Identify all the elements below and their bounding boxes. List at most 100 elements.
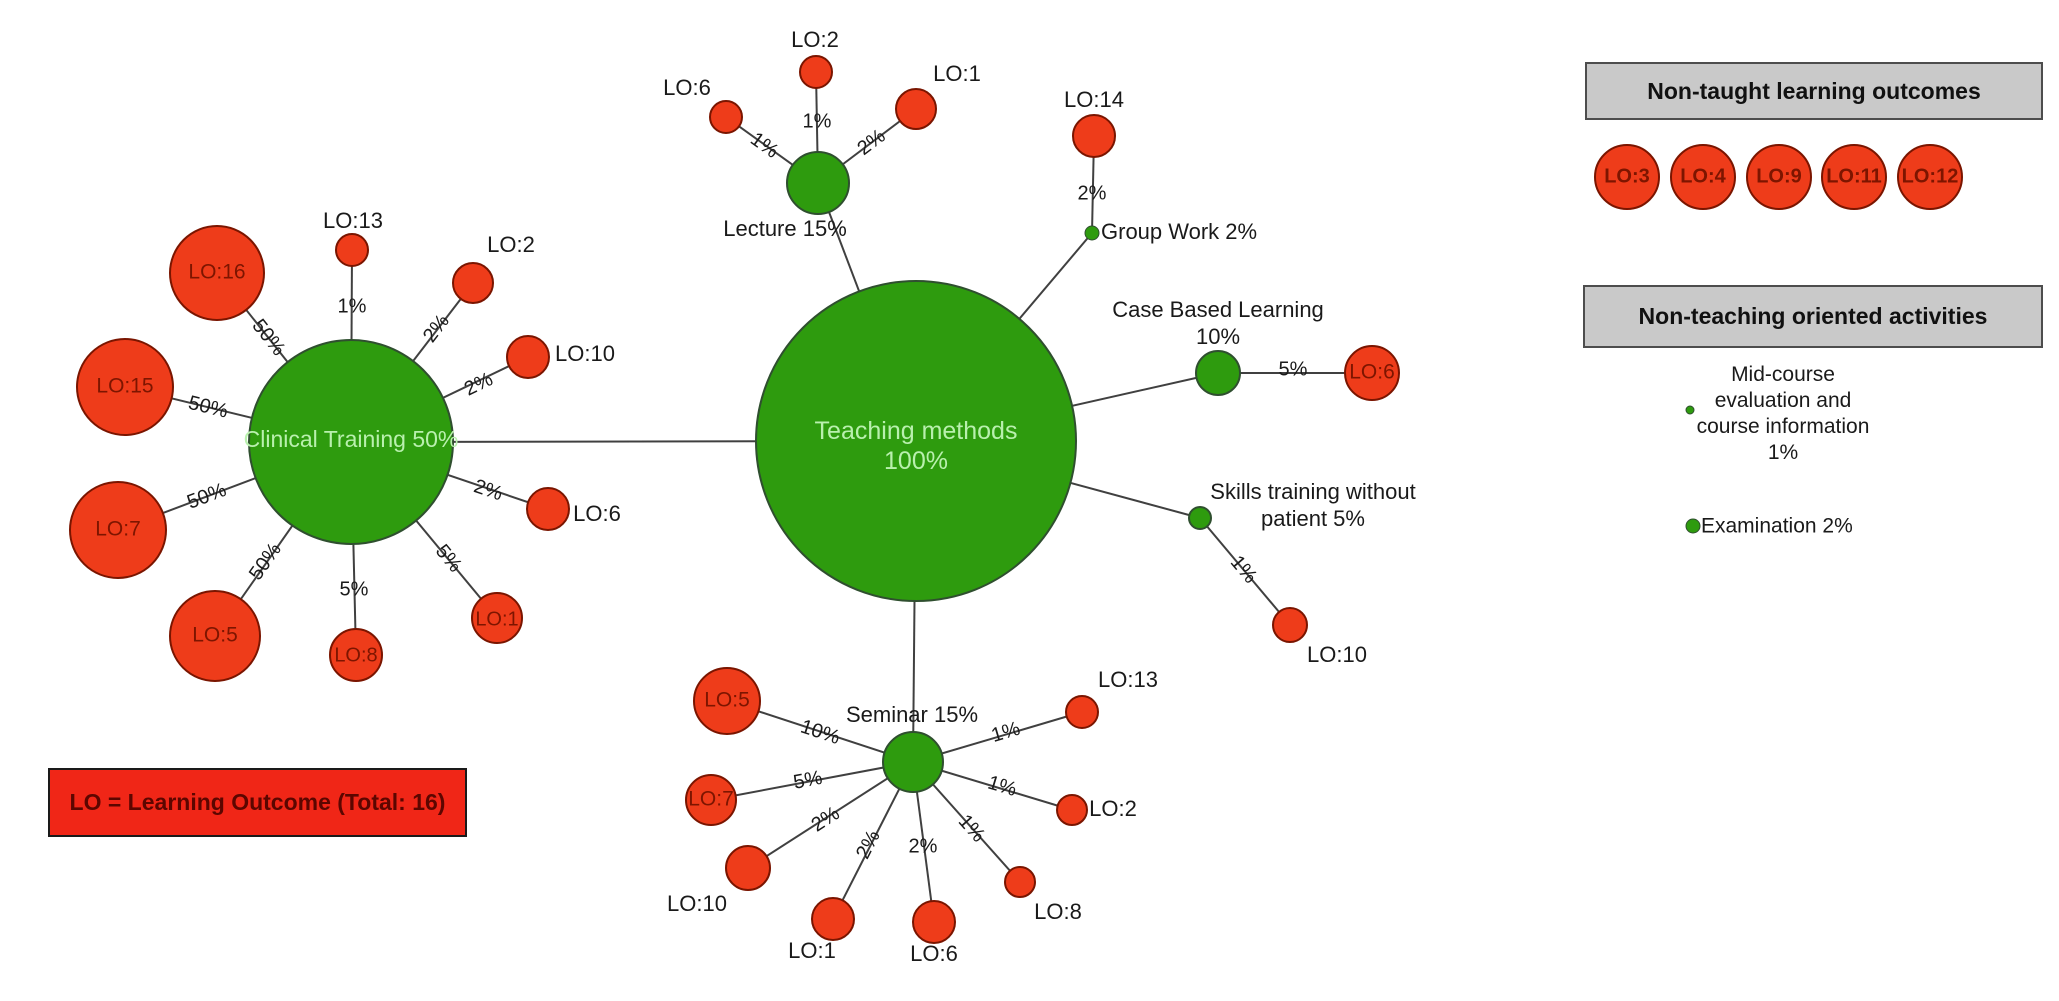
node-sem-lo10 [725,845,771,891]
label-clin-lo1: LO:1 [475,608,518,630]
edge-label-clinical-lo13: 1% [338,295,367,317]
edge-label-seminar-lo13: 1% [989,718,1023,747]
edge-seminar-lo7 [710,761,914,801]
edge-label-groupwork-lo14: 2% [1078,182,1107,204]
label-sem-lo5: LO:5 [704,689,750,712]
legend-non-taught-header: Non-taught learning outcomes [1585,62,2043,120]
label-lecture: Lecture 15% [723,216,847,241]
node-skills-training [1188,506,1212,530]
edge-label-skills-lo10-edge: 1% [1226,551,1262,587]
edge-label-clinical-lo15: 50% [186,392,230,423]
node-clin-lo2 [452,262,494,304]
node-midcourse-dot [1685,405,1695,415]
edge-label-clinical-lo6: 2% [471,475,506,505]
label-clin-lo16: LO:16 [188,261,245,284]
node-clin-lo13 [335,233,369,267]
node-sem-lo2 [1056,794,1088,826]
label-sem-lo13: LO:13 [1098,667,1158,692]
label-clinical-training: Clinical Training 50% [244,426,459,452]
label-clin-lo10: LO:10 [555,341,615,366]
label-clin-lo15: LO:15 [96,375,153,398]
label-gw-lo14: LO:14 [1064,87,1124,112]
label-sem-lo1: LO:1 [788,938,836,963]
edge-label-seminar-lo2: 1% [985,772,1019,801]
node-nt-lo9 [1746,144,1812,210]
node-nt-lo12 [1897,144,1963,210]
node-sem-lo13 [1065,695,1099,729]
label-sem-lo10: LO:10 [667,891,727,916]
node-sem-lo5 [693,667,761,735]
node-lect-lo2 [799,55,833,89]
node-case-based-learning [1195,350,1241,396]
edge-skills-lo10-edge [1199,517,1291,626]
edge-label-clinical-lo16: 50% [248,315,290,360]
node-cbl-lo6 [1344,345,1400,401]
lo-definition-note: LO = Learning Outcome (Total: 16) [48,768,467,837]
node-gw-lo14 [1072,114,1116,158]
node-clin-lo10 [506,335,550,379]
edge-label-lecture-lo1: 2% [853,125,889,160]
edge-label-clinical-lo8: 5% [340,578,369,600]
node-lect-lo1 [895,88,937,130]
lo-definition-text: LO = Learning Outcome (Total: 16) [69,789,446,815]
edge-label-seminar-lo1: 2% [852,827,885,863]
edge-label-lecture-lo2: 1% [803,110,832,132]
label-nt-lo12: LO:12 [1902,165,1959,187]
node-seminar [882,731,944,793]
node-clin-lo1 [471,592,523,644]
node-clin-lo6 [526,487,570,531]
node-sem-lo7 [685,774,737,826]
legend-non-teaching-title: Non-teaching oriented activities [1638,303,1988,329]
node-nt-lo11 [1821,144,1887,210]
edge-label-seminar-lo5: 10% [798,716,843,749]
label-group-work: Group Work 2% [1101,219,1257,244]
label-clin-lo8: LO:8 [334,644,377,666]
edge-label-clinical-lo7: 50% [184,479,229,514]
label-sem-lo6: LO:6 [910,941,958,966]
label-teaching-methods: Teaching methods 100% [815,417,1018,475]
label-skills-lo10: LO:10 [1307,642,1367,667]
label-lect-lo6: LO:6 [663,75,711,100]
node-examination-dot [1685,518,1701,534]
label-clin-lo7: LO:7 [95,518,141,541]
label-examination: Examination 2% [1701,515,1853,538]
edge-label-lecture-lo6: 1% [746,128,782,163]
edge-seminar-lo10 [747,761,914,869]
label-clin-lo13: LO:13 [323,208,383,233]
edge-label-cbl-lo6-edge: 5% [1279,358,1308,380]
node-nt-lo3 [1594,144,1660,210]
label-cbl-lo6: LO:6 [1349,361,1395,384]
label-clin-lo2: LO:2 [487,232,535,257]
edge-label-seminar-lo10: 2% [808,802,844,836]
node-clin-lo5 [169,590,261,682]
node-sem-lo1 [811,897,855,941]
node-lecture [786,151,850,215]
label-seminar: Seminar 15% [846,702,978,727]
node-group-work [1084,225,1100,241]
label-nt-lo11: LO:11 [1826,165,1882,187]
node-nt-lo4 [1670,144,1736,210]
node-clin-lo15 [76,338,174,436]
label-sem-lo7: LO:7 [688,788,734,811]
label-sem-lo2: LO:2 [1089,796,1137,821]
node-sem-lo6 [912,900,956,944]
label-skills-training: Skills training without patient 5% [1210,479,1415,531]
edge-label-seminar-lo6: 2% [909,835,938,857]
label-nt-lo4: LO:4 [1680,165,1726,187]
node-clin-lo8 [329,628,383,682]
edge-label-clinical-lo10: 2% [461,368,497,400]
label-lect-lo2: LO:2 [791,27,839,52]
edge-label-seminar-lo7: 5% [792,767,825,794]
node-skills-lo10 [1272,607,1308,643]
node-sem-lo8 [1004,866,1036,898]
node-clin-lo7 [69,481,167,579]
edge-label-clinical-lo5: 50% [245,539,286,585]
label-clin-lo6: LO:6 [573,501,621,526]
label-clin-lo5: LO:5 [192,624,238,647]
label-lect-lo1: LO:1 [933,61,981,86]
legend-non-taught-title: Non-taught learning outcomes [1647,77,1981,104]
label-case-based-learning: Case Based Learning 10% [1112,297,1324,349]
node-lect-lo6 [709,100,743,134]
